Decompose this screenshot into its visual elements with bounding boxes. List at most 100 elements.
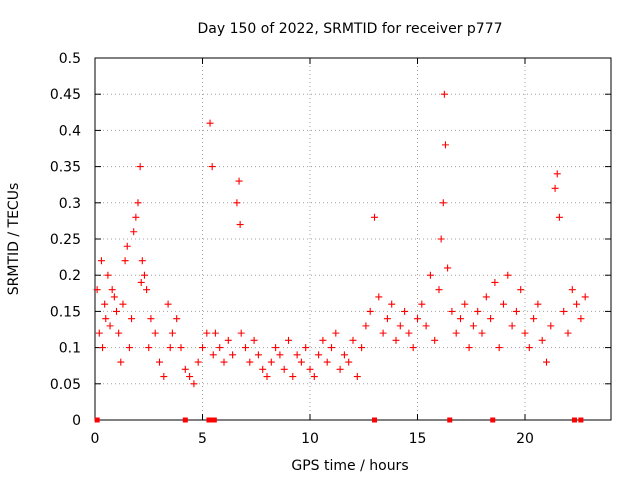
data-point-marker bbox=[242, 344, 249, 352]
data-point-marker bbox=[530, 315, 538, 323]
data-point-marker bbox=[577, 315, 585, 323]
x-tick-labels: 0 5 10 15 20 bbox=[91, 431, 534, 447]
data-point-marker bbox=[263, 373, 271, 381]
x-tick-label: 0 bbox=[91, 431, 100, 447]
data-point-marker bbox=[461, 300, 469, 308]
data-point-marker bbox=[487, 315, 495, 323]
data-point-marker bbox=[392, 336, 400, 344]
data-point-marker bbox=[173, 315, 181, 323]
data-point-marker bbox=[147, 315, 155, 323]
x-tick-label: 15 bbox=[409, 431, 427, 447]
data-point-marker bbox=[508, 322, 516, 330]
plot-frame bbox=[94, 57, 612, 421]
data-point-marker bbox=[409, 344, 417, 352]
data-point-marker bbox=[267, 358, 275, 366]
data-point-marker bbox=[97, 257, 105, 265]
data-point-marker bbox=[272, 344, 280, 352]
data-point-marker bbox=[117, 358, 125, 366]
data-point-marker bbox=[573, 300, 581, 308]
data-point-marker bbox=[553, 170, 561, 178]
data-point-marker bbox=[551, 184, 559, 192]
data-point-marker bbox=[181, 365, 189, 373]
data-point-marker bbox=[293, 351, 301, 359]
axis-marker bbox=[94, 417, 100, 423]
data-point-marker bbox=[310, 373, 318, 381]
data-point-marker bbox=[441, 141, 449, 149]
y-tick-labels: 0 0.05 0.1 0.15 0.2 0.25 0.3 0.35 0.4 0.45 0.5 bbox=[50, 51, 81, 429]
data-point-marker bbox=[140, 271, 148, 279]
data-point-marker bbox=[168, 329, 176, 337]
data-point-marker bbox=[206, 119, 214, 127]
data-point-marker bbox=[280, 365, 288, 373]
data-point-marker bbox=[254, 351, 262, 359]
data-point-marker bbox=[469, 322, 477, 330]
data-point-marker bbox=[137, 278, 145, 286]
data-point-marker bbox=[362, 322, 370, 330]
data-point-marker bbox=[405, 329, 413, 337]
data-point-marker bbox=[426, 271, 434, 279]
data-point-marker bbox=[220, 358, 228, 366]
data-point-marker bbox=[439, 199, 447, 207]
axis-marker bbox=[182, 417, 188, 423]
data-point-marker bbox=[349, 336, 357, 344]
data-point-marker bbox=[345, 358, 353, 366]
data-point-marker bbox=[500, 300, 507, 308]
data-point-marker bbox=[209, 351, 217, 359]
data-point-marker bbox=[495, 344, 503, 352]
data-point-marker bbox=[491, 278, 499, 286]
y-tick-label: 0 bbox=[72, 413, 81, 429]
data-point-marker bbox=[340, 351, 348, 359]
data-point-marker bbox=[151, 329, 159, 337]
data-point-marker bbox=[156, 358, 163, 366]
y-tick-label: 0.35 bbox=[50, 160, 81, 176]
data-point-marker bbox=[555, 213, 563, 221]
data-point-marker bbox=[121, 257, 129, 265]
data-point-marker bbox=[276, 351, 284, 359]
data-point-marker bbox=[138, 257, 146, 265]
axis-ticks bbox=[94, 57, 611, 421]
data-point-marker bbox=[383, 315, 391, 323]
data-point-marker bbox=[190, 380, 198, 388]
data-point-marker bbox=[160, 373, 168, 381]
data-point-marker bbox=[235, 177, 243, 185]
y-tick-label: 0.2 bbox=[59, 268, 81, 284]
data-point-marker bbox=[371, 213, 378, 221]
data-point-marker bbox=[233, 199, 241, 207]
data-point-marker bbox=[113, 307, 120, 315]
data-point-marker bbox=[199, 344, 206, 352]
data-point-marker bbox=[448, 307, 456, 315]
data-point-marker bbox=[431, 336, 439, 344]
axis-marker bbox=[372, 417, 377, 423]
data-point-marker bbox=[177, 344, 185, 352]
data-point-marker bbox=[236, 221, 244, 229]
axis-marker bbox=[578, 417, 584, 423]
axis-marker bbox=[571, 417, 577, 423]
data-point-marker bbox=[547, 322, 555, 330]
data-point-marker bbox=[564, 329, 572, 337]
data-point-marker bbox=[216, 344, 224, 352]
data-point-marker bbox=[302, 344, 310, 352]
chart-title: Day 150 of 2022, SRMTID for receiver p77… bbox=[197, 21, 502, 37]
data-point-marker bbox=[250, 336, 258, 344]
data-point-marker bbox=[414, 315, 421, 323]
data-point-marker bbox=[396, 322, 404, 330]
data-point-marker bbox=[465, 344, 473, 352]
data-point-marker bbox=[128, 315, 136, 323]
data-point-marker bbox=[115, 329, 123, 337]
data-point-marker bbox=[289, 373, 297, 381]
data-point-marker bbox=[538, 336, 546, 344]
data-point-marker bbox=[358, 344, 366, 352]
data-point-marker bbox=[517, 286, 525, 294]
data-point-marker bbox=[336, 365, 344, 373]
data-point-marker bbox=[437, 235, 445, 243]
y-axis-label: SRMTID / TECUs bbox=[6, 183, 22, 296]
data-point-marker bbox=[104, 271, 112, 279]
data-point-marker bbox=[224, 336, 232, 344]
data-point-marker bbox=[110, 293, 118, 301]
data-point-marker bbox=[401, 307, 409, 315]
data-point-marker bbox=[478, 329, 486, 337]
data-point-marker bbox=[315, 351, 323, 359]
data-point-marker bbox=[108, 286, 116, 294]
data-point-marker bbox=[560, 307, 568, 315]
